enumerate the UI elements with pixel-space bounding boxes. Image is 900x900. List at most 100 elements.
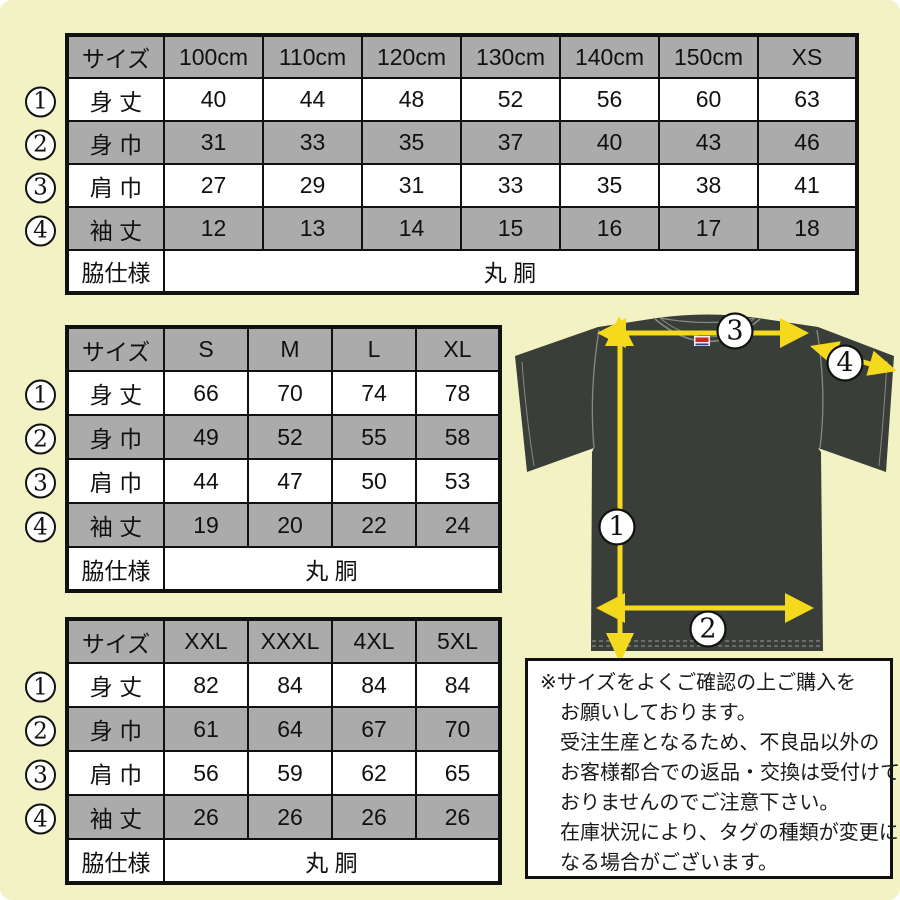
row-marker-circle: 4 xyxy=(25,215,56,246)
purchase-note: ※サイズをよくご確認の上ご購入を お願いしております。 受注生産となるため、不良品以… xyxy=(525,658,900,879)
size-value-cell: 44 xyxy=(262,77,363,122)
row-label-cell: 袖 丈 xyxy=(66,794,165,840)
size-value-cell: 12 xyxy=(163,206,264,251)
note-line: お願いしております。 xyxy=(560,702,757,724)
size-value-cell: 47 xyxy=(247,458,333,504)
size-value-cell: 35 xyxy=(361,120,462,165)
size-value-cell: 62 xyxy=(331,750,417,796)
size-value-cell: 56 xyxy=(559,77,660,122)
footer-value-cell: 丸 胴 xyxy=(163,838,501,884)
size-value-cell: 40 xyxy=(559,120,660,165)
row-label-cell: 身 巾 xyxy=(66,120,165,165)
size-value-cell: 40 xyxy=(163,77,264,122)
column-header-cell: 140cm xyxy=(559,34,660,79)
row-label-cell: 肩 巾 xyxy=(66,458,165,504)
footer-label-cell: 脇仕様 xyxy=(66,546,165,592)
footer-row: 脇仕様丸 胴 xyxy=(66,249,858,294)
row-marker-column: 1 2 3 4 xyxy=(19,33,65,295)
tshirt-body xyxy=(515,314,894,651)
column-header-cell: 120cm xyxy=(361,34,462,79)
size-value-cell: 52 xyxy=(247,414,333,460)
size-value-cell: 48 xyxy=(361,77,462,122)
row-marker-column: 1 2 3 4 xyxy=(19,617,65,885)
measurement-row: 身 丈 40 44 48 52 56 60 63 xyxy=(66,77,858,122)
footer-label-cell: 脇仕様 xyxy=(66,249,165,294)
row-marker-circle: 4 xyxy=(25,511,56,543)
row-label-cell: 身 丈 xyxy=(66,370,165,416)
size-value-cell: 31 xyxy=(361,163,462,208)
note-line: おりませんのでご注意下さい。 xyxy=(560,792,840,814)
row-marker-circle: 4 xyxy=(25,803,56,835)
size-value-cell: 49 xyxy=(163,414,249,460)
size-value-cell: 50 xyxy=(331,458,417,504)
diagram-marker-sleeve: 4 xyxy=(826,344,864,382)
size-value-cell: 65 xyxy=(415,750,501,796)
size-value-cell: 59 xyxy=(247,750,333,796)
row-marker-circle: 1 xyxy=(25,379,56,411)
size-value-cell: 64 xyxy=(247,706,333,752)
measurement-row: 袖 丈 26 26 26 26 xyxy=(66,794,501,840)
size-value-cell: 74 xyxy=(331,370,417,416)
column-header-cell: XXL xyxy=(163,618,249,664)
diagram-marker-width: 2 xyxy=(689,610,727,648)
size-value-cell: 55 xyxy=(331,414,417,460)
size-value-cell: 70 xyxy=(415,706,501,752)
measurement-row: 肩 巾 44 47 50 53 xyxy=(66,458,501,504)
diagram-marker-label: 1 xyxy=(608,512,625,543)
size-value-cell: 84 xyxy=(415,662,501,708)
size-value-cell: 37 xyxy=(460,120,561,165)
shoulder-arrow-shaft xyxy=(610,330,796,336)
tshirt-measurement-diagram: 3 4 1 2 xyxy=(515,312,897,663)
size-value-cell: 61 xyxy=(163,706,249,752)
measurement-row: 身 巾 31 33 35 37 40 43 46 xyxy=(66,120,858,165)
size-value-cell: 20 xyxy=(247,502,333,548)
column-header-cell: XL xyxy=(415,326,501,372)
size-value-cell: 43 xyxy=(658,120,759,165)
diagram-marker-length: 1 xyxy=(598,508,636,546)
size-value-cell: 27 xyxy=(163,163,264,208)
row-label-cell: 袖 丈 xyxy=(66,206,165,251)
size-value-cell: 24 xyxy=(415,502,501,548)
size-value-cell: 19 xyxy=(163,502,249,548)
row-label-cell: 身 巾 xyxy=(66,414,165,460)
row-label-cell: 身 丈 xyxy=(66,77,165,122)
collar-brand-tag xyxy=(694,336,710,346)
header-row: サイズ 100cm 110cm 120cm 130cm 140cm 150cm XS xyxy=(66,34,858,79)
column-header-cell: S xyxy=(163,326,249,372)
size-value-cell: 38 xyxy=(658,163,759,208)
row-marker-circle: 1 xyxy=(25,671,56,703)
size-value-cell: 16 xyxy=(559,206,660,251)
size-value-cell: 14 xyxy=(361,206,462,251)
footer-value-cell: 丸 胴 xyxy=(163,546,501,592)
column-header-cell: M xyxy=(247,326,333,372)
measurement-row: 身 巾 61 64 67 70 xyxy=(66,706,501,752)
row-marker-circle: 3 xyxy=(25,759,56,791)
size-value-cell: 18 xyxy=(757,206,858,251)
measurement-row: 身 丈 82 84 84 84 xyxy=(66,662,501,708)
note-line: なる場合がございます。 xyxy=(560,852,778,874)
measurement-row: 肩 巾 27 29 31 33 35 38 41 xyxy=(66,163,858,208)
size-table: サイズ 100cm 110cm 120cm 130cm 140cm 150cm XS 身 丈 40… xyxy=(65,33,859,295)
header-row: サイズ S M L XL xyxy=(66,326,501,372)
measurement-row: 身 巾 49 52 55 58 xyxy=(66,414,501,460)
column-header-cell: 150cm xyxy=(658,34,759,79)
measurement-row: 身 丈 66 70 74 78 xyxy=(66,370,501,416)
size-value-cell: 41 xyxy=(757,163,858,208)
size-value-cell: 26 xyxy=(247,794,333,840)
column-header-cell: XS xyxy=(757,34,858,79)
column-header-cell: 100cm xyxy=(163,34,264,79)
row-marker-column: 1 2 3 4 xyxy=(19,325,65,593)
size-value-cell: 46 xyxy=(757,120,858,165)
sleeve-arrow-shaft xyxy=(818,347,884,370)
footer-row: 脇仕様丸 胴 xyxy=(66,546,501,592)
size-value-cell: 26 xyxy=(163,794,249,840)
column-header-cell: 130cm xyxy=(460,34,561,79)
size-value-cell: 29 xyxy=(262,163,363,208)
footer-row: 脇仕様丸 胴 xyxy=(66,838,501,884)
row-label-cell: 身 巾 xyxy=(66,706,165,752)
diagram-marker-label: 2 xyxy=(699,614,716,645)
column-header-cell: 4XL xyxy=(331,618,417,664)
size-value-cell: 63 xyxy=(757,77,858,122)
measurement-row: 肩 巾 56 59 62 65 xyxy=(66,750,501,796)
